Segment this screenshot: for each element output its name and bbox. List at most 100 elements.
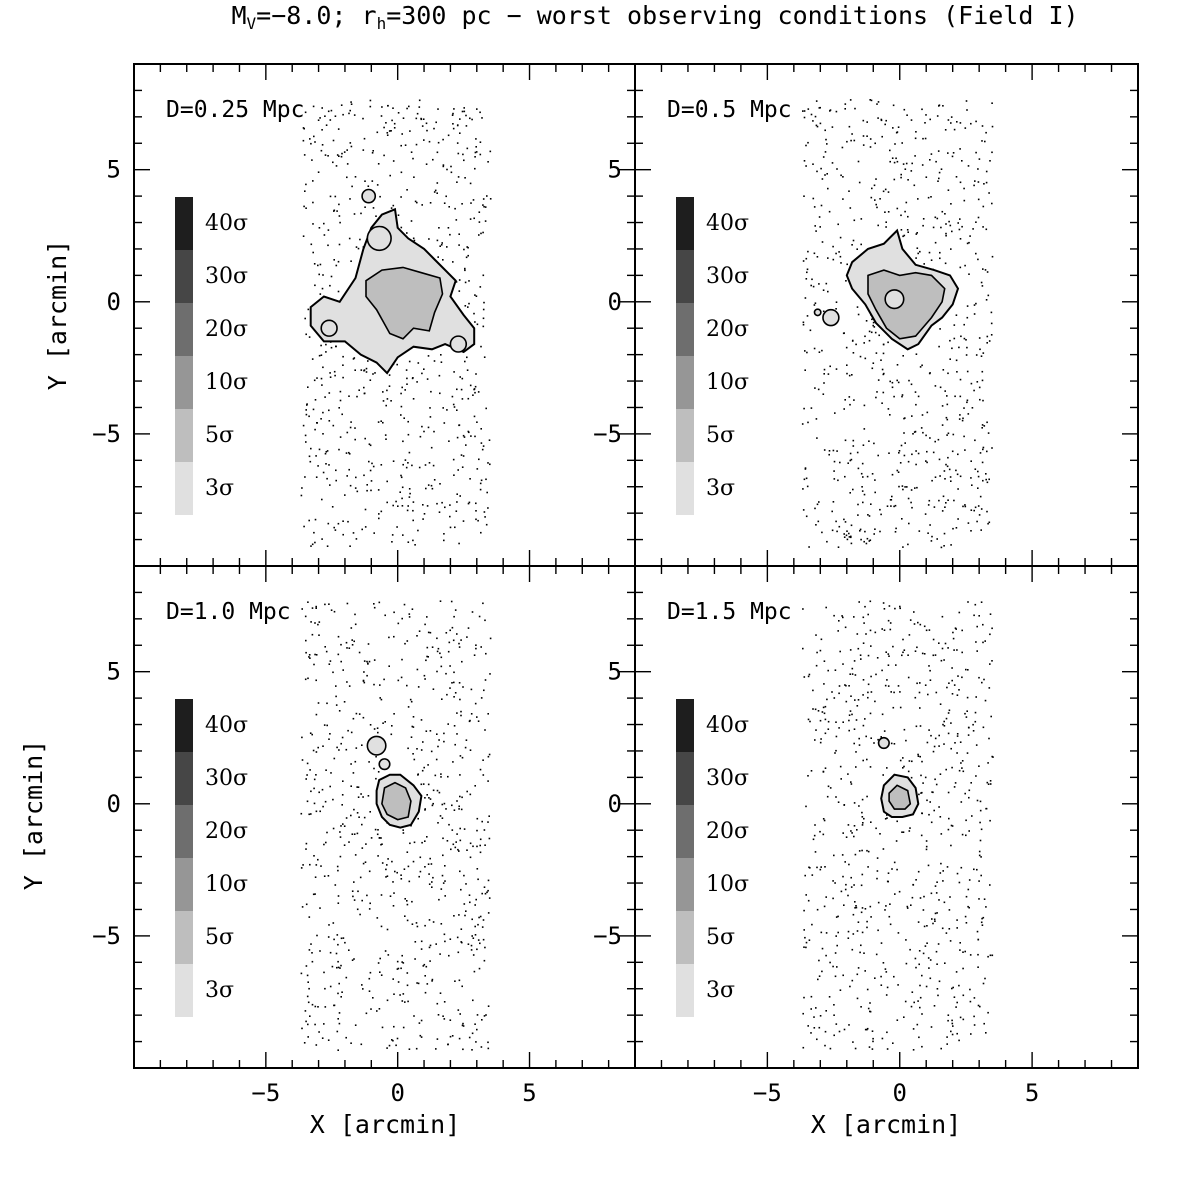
star-point [378,1008,381,1010]
star-point [834,882,836,884]
star-point [388,636,390,639]
star-point [986,271,989,273]
star-point [346,475,348,477]
star-point [465,910,467,912]
star-point [899,706,902,709]
star-point [314,893,316,895]
star-point [385,438,387,440]
star-point [423,766,425,769]
star-point [890,505,892,507]
star-point [916,682,918,685]
star-point [928,967,930,969]
star-point [914,391,917,393]
star-point [958,881,961,884]
star-point [851,667,854,670]
star-point [985,807,987,810]
star-point [310,447,312,450]
star-point [900,173,902,176]
star-point [867,1007,870,1010]
star-point [815,230,817,232]
star-point [852,239,855,242]
star-point [428,797,430,799]
star-point [335,165,338,167]
star-point [871,473,874,475]
star-point [803,929,805,931]
star-point [933,809,935,812]
star-point [887,653,890,655]
star-point [356,832,359,835]
star-point [917,621,919,624]
star-point [897,984,899,986]
star-point [413,239,416,242]
star-point [984,699,987,702]
star-point [970,122,972,125]
star-point [465,125,468,127]
star-point [861,824,864,826]
star-point [802,323,805,326]
star-point [918,530,921,532]
star-point [929,524,931,526]
star-point [871,367,874,370]
star-point [862,642,865,644]
star-point [325,650,328,653]
star-point [315,476,318,478]
star-point [431,646,434,648]
star-point [944,129,947,131]
star-point [891,473,894,476]
star-point [459,698,461,701]
star-point [896,207,899,210]
star-point [875,203,877,206]
star-point [480,442,483,444]
star-point [440,923,443,925]
star-point [393,892,395,894]
star-point [901,654,903,657]
star-point [436,239,439,242]
star-point [410,700,413,703]
star-point [949,224,952,227]
star-point [462,434,465,437]
star-point [955,628,957,630]
star-point [488,753,491,756]
star-point [467,430,470,433]
x-tick-label: −5 [251,1079,280,1107]
star-point [437,647,440,650]
star-point [348,453,351,455]
star-point [478,615,481,618]
star-point [328,603,330,605]
star-point [837,546,840,548]
y-tick-label: −5 [593,922,622,950]
star-point [400,878,403,880]
star-point [921,108,923,111]
star-point [474,385,477,388]
star-point [370,837,373,839]
star-point [867,654,870,657]
star-point [401,658,403,661]
star-point [883,629,886,631]
star-point [467,306,469,308]
star-point [825,282,828,285]
star-point [418,630,421,632]
star-point [401,497,403,500]
star-point [981,125,984,127]
star-point [406,107,408,110]
star-point [309,863,311,866]
star-point [303,525,305,528]
star-point [351,959,354,961]
star-point [943,532,946,535]
star-point [424,975,426,977]
star-point [968,241,970,244]
star-point [851,979,854,982]
star-point [987,783,990,785]
star-point [326,724,328,727]
star-point [409,698,412,701]
star-point [474,156,476,158]
star-point [928,729,930,731]
legend-swatch [175,197,193,250]
star-point [860,884,863,887]
star-point [910,501,912,504]
star-point [401,133,403,135]
star-point [315,1044,318,1046]
star-point [919,996,922,999]
star-point [849,403,851,406]
star-point [988,340,991,342]
